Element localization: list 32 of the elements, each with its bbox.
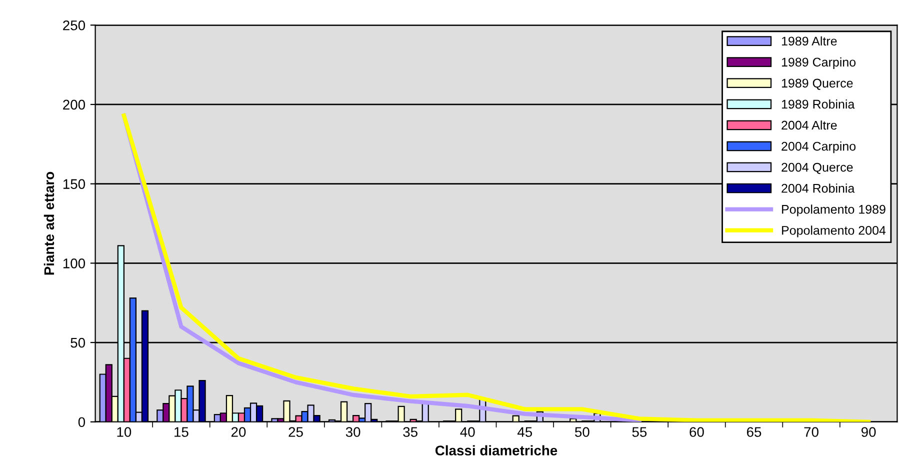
- legend-label: 2004 Altre: [782, 120, 837, 130]
- y-tick-label: 250: [63, 20, 86, 30]
- y-tick-label: 150: [63, 179, 86, 189]
- x-axis-title: Classi diametriche: [435, 445, 558, 456]
- legend-label: Popolamento 1989: [782, 204, 886, 216]
- y-tick-label: 200: [63, 100, 86, 110]
- x-tick-label: 15: [174, 427, 188, 437]
- y-tick-label: 100: [63, 258, 86, 268]
- x-tick-label: 70: [804, 427, 818, 437]
- x-tick-label: 25: [288, 427, 303, 437]
- x-tick-label: 40: [460, 427, 475, 437]
- legend-label: 2004 Robinia: [782, 184, 855, 193]
- legend-label: 2004 Querce: [782, 162, 853, 174]
- x-tick-label: 55: [632, 427, 647, 437]
- x-tick-label: 60: [690, 427, 704, 437]
- y-tick-label: 0: [78, 417, 86, 428]
- legend-label: 2004 Carpino: [782, 142, 856, 154]
- x-tick-label: 30: [346, 427, 360, 437]
- legend-label: Popolamento 2004: [782, 226, 886, 238]
- x-tick-label: 45: [517, 427, 532, 437]
- x-tick-label: 20: [231, 427, 246, 437]
- x-tick-label: 35: [403, 427, 418, 437]
- x-tick-label: 65: [746, 427, 762, 437]
- legend-label: 1989 Carpino: [782, 57, 856, 70]
- x-tick-label: 10: [117, 427, 132, 437]
- x-tick-label: 50: [575, 427, 590, 437]
- x-tick-label: 90: [861, 427, 876, 437]
- y-axis-title: Piante ad ettaro: [44, 172, 54, 275]
- legend-label: 1989 Robinia: [782, 99, 855, 109]
- legend-label: 1989 Altre: [782, 36, 837, 46]
- y-tick-label: 50: [70, 338, 86, 348]
- legend-label: 1989 Querce: [782, 78, 853, 90]
